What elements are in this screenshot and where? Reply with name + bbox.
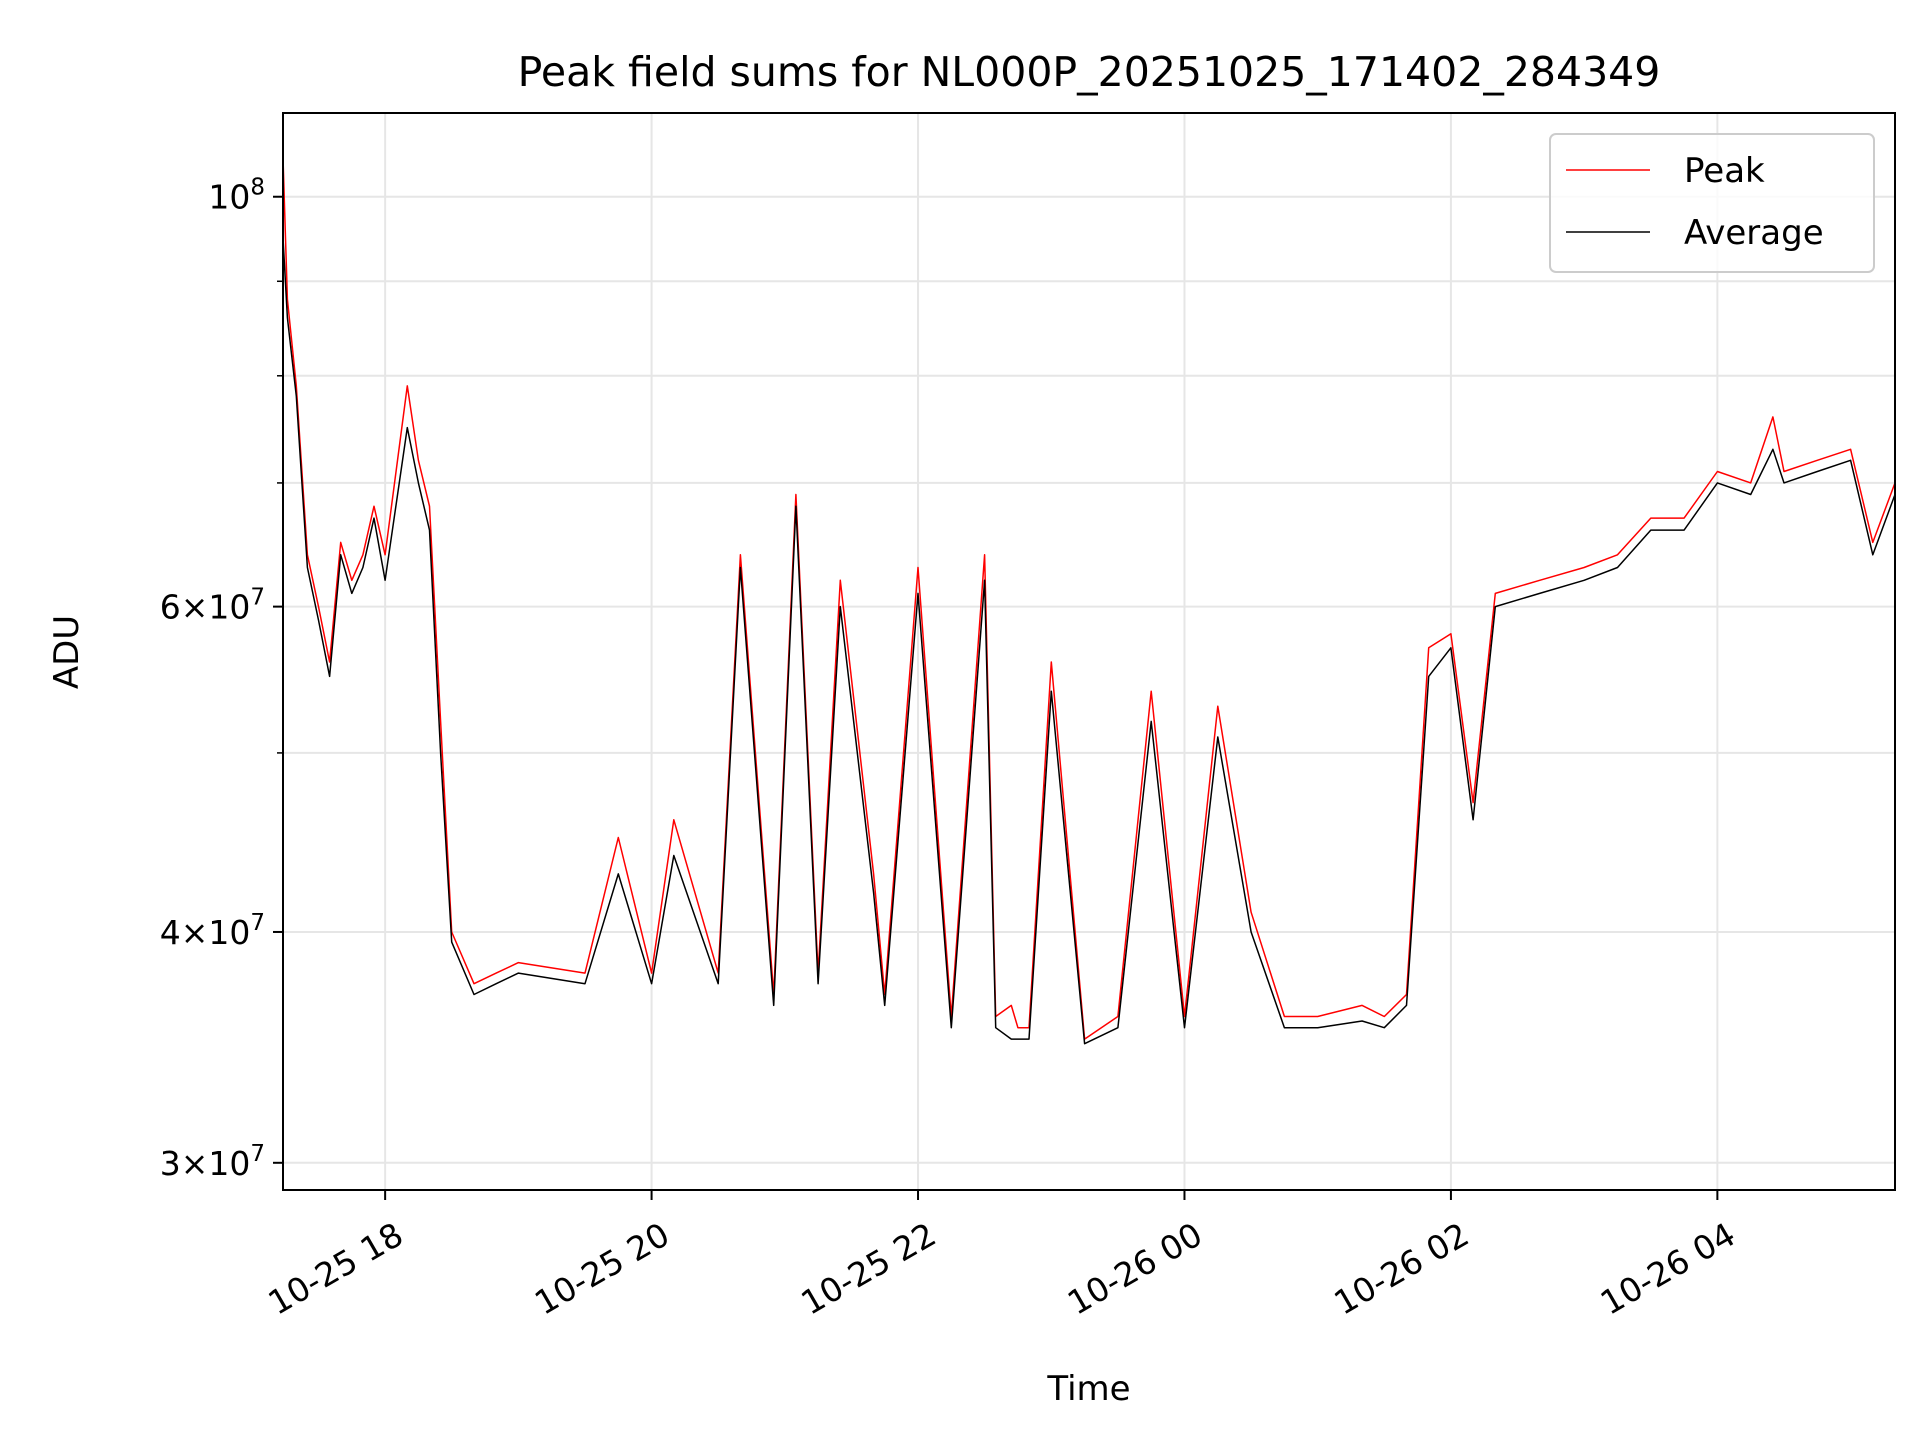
chart-title: Peak field sums for NL000P_20251025_1714… [518,48,1661,96]
legend-average-label: Average [1684,213,1824,253]
y-tick-label: 3×107 [160,1141,265,1183]
series-line-peak [283,157,1895,1040]
gridlines [283,113,1895,1190]
legend: Peak Average [1549,133,1875,273]
y-tick-label: 6×107 [160,585,265,627]
legend-peak-label: Peak [1684,151,1765,191]
y-tick-label: 108 [208,175,265,217]
plot-area [283,157,1895,1045]
y-axis-label: ADU [47,615,87,689]
y-axis: 108 6×107 4×107 3×107 [160,175,283,1183]
axes-frame [282,112,1896,1191]
series-line-average [283,237,1895,1045]
legend-box [1549,133,1875,273]
y-tick-label: 4×107 [160,910,265,952]
x-axis-label: Time [1046,1369,1130,1409]
